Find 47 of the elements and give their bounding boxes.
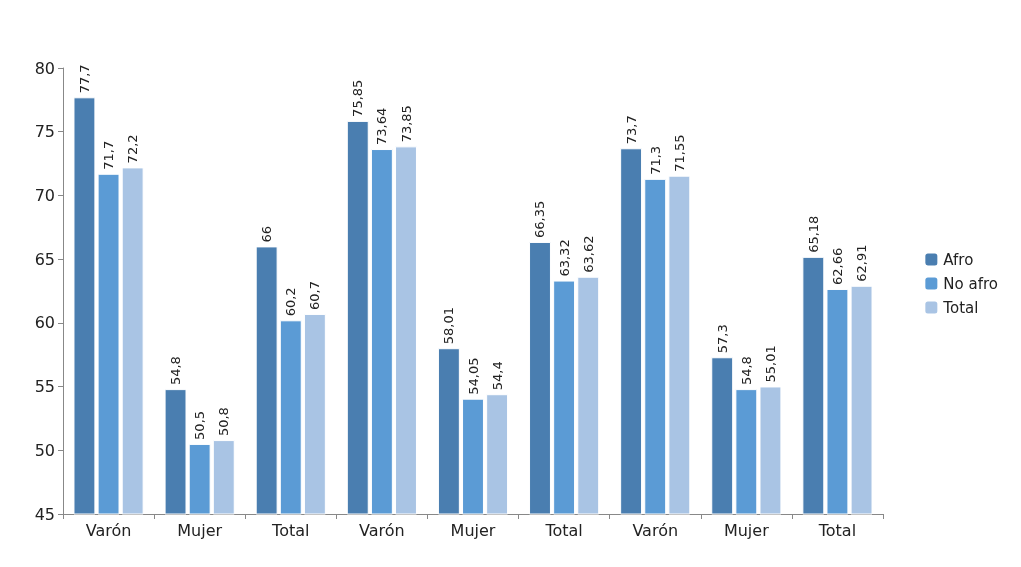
y-tick-label: 80 <box>34 58 55 78</box>
x-tick-label: Mujer <box>177 520 223 540</box>
x-tick-label: Varón <box>632 520 679 540</box>
data-label: 54,4 <box>489 361 505 391</box>
data-label: 50,5 <box>192 410 208 440</box>
data-label: 66,35 <box>532 200 548 238</box>
x-tick-label: Total <box>817 520 857 540</box>
y-tick-label: 75 <box>34 122 55 142</box>
data-label: 62,91 <box>854 244 870 282</box>
data-label: 54,8 <box>168 356 184 386</box>
data-label: 72,2 <box>125 134 141 164</box>
data-label: 54,8 <box>738 356 754 386</box>
data-label: 50,8 <box>216 407 232 437</box>
data-label: 75,85 <box>350 79 366 117</box>
legend-label: No afro <box>943 274 998 293</box>
x-tick-label: Total <box>544 520 583 540</box>
data-label: 71,3 <box>647 145 663 175</box>
y-tick-label: 55 <box>34 377 55 397</box>
data-label: 63,32 <box>556 239 572 277</box>
x-tick-label: Total <box>271 520 310 540</box>
y-tick-label: 65 <box>34 249 55 269</box>
data-label: 71,7 <box>101 140 117 170</box>
data-label: 65,18 <box>805 215 821 253</box>
data-label: 66 <box>259 225 275 243</box>
y-tick-label: 60 <box>34 313 55 333</box>
data-label: 54,05 <box>465 357 481 395</box>
x-tick-label: Mujer <box>450 520 496 540</box>
y-tick-label: 45 <box>34 504 55 524</box>
y-tick-label: 50 <box>34 440 55 460</box>
data-label: 77,7 <box>76 64 92 94</box>
data-label: 63,62 <box>580 235 596 273</box>
data-label: 57,3 <box>714 324 730 354</box>
data-label: 73,64 <box>374 107 390 146</box>
legend-label: Total <box>942 298 979 317</box>
data-label: 58,01 <box>441 307 457 345</box>
data-label: 60,7 <box>307 280 323 310</box>
x-tick-label: Mujer <box>723 520 770 540</box>
data-label: 71,55 <box>671 134 687 172</box>
legend-label: Afro <box>943 250 974 269</box>
data-label: 73,85 <box>398 105 414 143</box>
y-tick-label: 70 <box>34 185 55 205</box>
x-tick-label: Varón <box>85 520 132 540</box>
data-label: 60,2 <box>283 287 299 317</box>
data-label: 55,01 <box>762 345 778 383</box>
x-tick-label: Varón <box>359 520 405 540</box>
data-label: 62,66 <box>829 247 845 285</box>
data-label: 73,7 <box>623 115 639 145</box>
